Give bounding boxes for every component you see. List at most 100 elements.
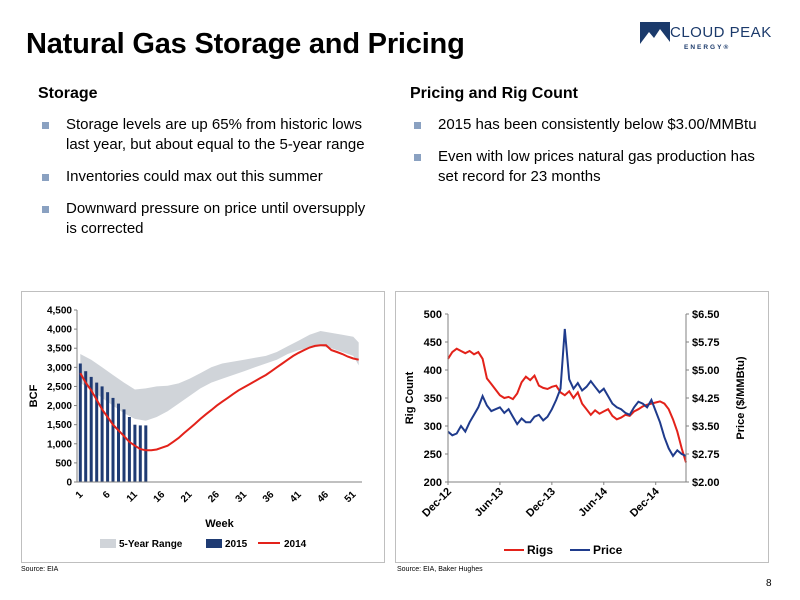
x-tick-label: 31 — [234, 489, 250, 505]
bar-2015 — [84, 371, 88, 482]
bullet-text: Storage levels are up 65% from historic … — [66, 116, 365, 153]
storage-source: Source: EIA — [21, 566, 59, 573]
x-tick-label: 46 — [315, 489, 331, 505]
y-tick-label: 1,000 — [47, 439, 72, 450]
bar-2015 — [100, 386, 104, 482]
bar-2015 — [144, 425, 148, 482]
square-bullet-icon — [414, 154, 421, 161]
bullet-item: Inventories could max out this summer — [38, 167, 376, 187]
right-y-tick-label: $6.50 — [692, 309, 720, 321]
y-tick-label: 0 — [66, 478, 72, 489]
right-y-tick-label: $4.25 — [692, 393, 720, 405]
square-bullet-icon — [42, 174, 49, 181]
legend-swatch-2015 — [206, 539, 222, 548]
x-tick-label: 21 — [179, 489, 195, 505]
bar-2015 — [111, 397, 115, 482]
y-tick-label: 4,500 — [47, 306, 72, 317]
rig-price-chart: 200 250 300 350 400 450 500 $2.00 $2.75 $3.50 $4.2… — [404, 309, 747, 557]
x-tick-label: Dec-12 — [420, 486, 454, 520]
left-y-tick-label: 500 — [424, 309, 442, 321]
storage-column: Storage Storage levels are up 65% from h… — [38, 85, 376, 251]
legend-label-rigs: Rigs — [527, 543, 553, 557]
pricing-source: Source: EIA, Baker Hughes — [397, 566, 483, 573]
bar-2015 — [122, 409, 126, 482]
bullet-text: Downward pressure on price until oversup… — [66, 200, 366, 237]
x-tick-label: 41 — [288, 489, 304, 505]
x-tick-label: Jun-13 — [472, 486, 506, 520]
right-y-tick-label: $5.00 — [692, 365, 720, 377]
x-tick-label: 36 — [261, 489, 277, 505]
y-tick-label: 3,500 — [47, 344, 72, 355]
line-rigs — [447, 347, 687, 463]
right-y-tick-label: $5.75 — [692, 337, 720, 349]
left-y-tick-label: 200 — [424, 477, 442, 489]
x-tick-label: Dec-13 — [524, 486, 558, 520]
legend-label-price: Price — [593, 543, 623, 557]
x-tick-label: Jun-14 — [576, 485, 610, 519]
right-y-tick-label: $3.50 — [692, 421, 720, 433]
five-year-range-band — [80, 331, 359, 421]
bullet-text: Inventories could max out this summer — [66, 168, 323, 185]
bar-2015 — [89, 376, 93, 482]
left-y-tick-label: 300 — [424, 421, 442, 433]
y-tick-label: 2,500 — [47, 382, 72, 393]
x-tick-label: 11 — [125, 489, 141, 505]
rig-price-chart-panel: 200 250 300 350 400 450 500 $2.00 $2.75 $3.50 $4.2… — [395, 291, 769, 563]
y-tick-label: 3,000 — [47, 363, 72, 374]
y-tick-label: 500 — [55, 458, 72, 469]
company-logo: CLOUD PEAK ENERGY® — [640, 22, 790, 62]
legend-label-5-year-range: 5-Year Range — [119, 539, 183, 550]
bullet-item: Storage levels are up 65% from historic … — [38, 115, 376, 155]
x-tick-label: 51 — [343, 489, 359, 505]
x-tick-label: 1 — [74, 489, 86, 501]
left-y-axis-title: Rig Count — [404, 371, 416, 424]
slide-title: Natural Gas Storage and Pricing — [26, 28, 465, 60]
bar-2015 — [133, 424, 137, 482]
pricing-heading: Pricing and Rig Count — [410, 85, 578, 102]
x-axis-title: Week — [205, 518, 234, 530]
left-y-tick-label: 250 — [424, 449, 442, 461]
legend-label-2015: 2015 — [225, 539, 248, 550]
left-y-tick-label: 350 — [424, 393, 442, 405]
x-tick-label: 16 — [152, 489, 168, 505]
logo-name: CLOUD PEAK — [670, 24, 772, 41]
bullet-text: Even with low prices natural gas product… — [438, 148, 755, 185]
legend-label-2014: 2014 — [284, 539, 307, 550]
bullet-item: Downward pressure on price until oversup… — [38, 199, 376, 239]
bar-2015 — [106, 392, 110, 482]
line-price — [447, 328, 687, 458]
right-y-axis-title: Price ($/MMBtu) — [735, 356, 747, 439]
x-tick-label: Dec-14 — [628, 485, 663, 520]
page-number: 8 — [766, 578, 772, 589]
left-y-tick-label: 450 — [424, 337, 442, 349]
storage-chart-panel: 0 500 1,000 1,500 2,000 2,500 3,000 3,500 4,000 4… — [21, 291, 385, 563]
storage-bullets: Storage levels are up 65% from historic … — [38, 115, 376, 239]
bullet-item: 2015 has been consistently below $3.00/M… — [410, 115, 770, 135]
line-2014 — [79, 344, 359, 452]
storage-heading: Storage — [38, 85, 98, 102]
bar-2015 — [138, 425, 142, 482]
right-y-tick-label: $2.75 — [692, 449, 720, 461]
bar-2015 — [78, 363, 82, 482]
bar-2015 — [117, 403, 120, 482]
y-tick-label: 2,000 — [47, 401, 72, 412]
logo-subtitle: ENERGY® — [684, 44, 731, 51]
pricing-column: Pricing and Rig Count 2015 has been cons… — [410, 85, 770, 199]
legend-swatch-5-year-range — [100, 539, 116, 548]
bullet-text: 2015 has been consistently below $3.00/M… — [438, 116, 757, 133]
x-tick-label: 26 — [206, 489, 222, 505]
storage-chart: 0 500 1,000 1,500 2,000 2,500 3,000 3,500 4,000 4… — [28, 306, 362, 550]
mountain-icon — [640, 22, 670, 48]
x-tick-label: 6 — [101, 489, 113, 501]
left-y-tick-label: 400 — [424, 365, 442, 377]
bar-2015 — [95, 382, 99, 482]
y-tick-label: 1,500 — [47, 420, 72, 431]
square-bullet-icon — [42, 206, 49, 213]
y-axis-title: BCF — [28, 384, 40, 407]
pricing-bullets: 2015 has been consistently below $3.00/M… — [410, 115, 770, 187]
right-y-tick-label: $2.00 — [692, 477, 720, 489]
bar-2015 — [127, 417, 131, 482]
square-bullet-icon — [414, 122, 421, 129]
bullet-item: Even with low prices natural gas product… — [410, 147, 770, 187]
y-tick-label: 4,000 — [47, 325, 72, 336]
